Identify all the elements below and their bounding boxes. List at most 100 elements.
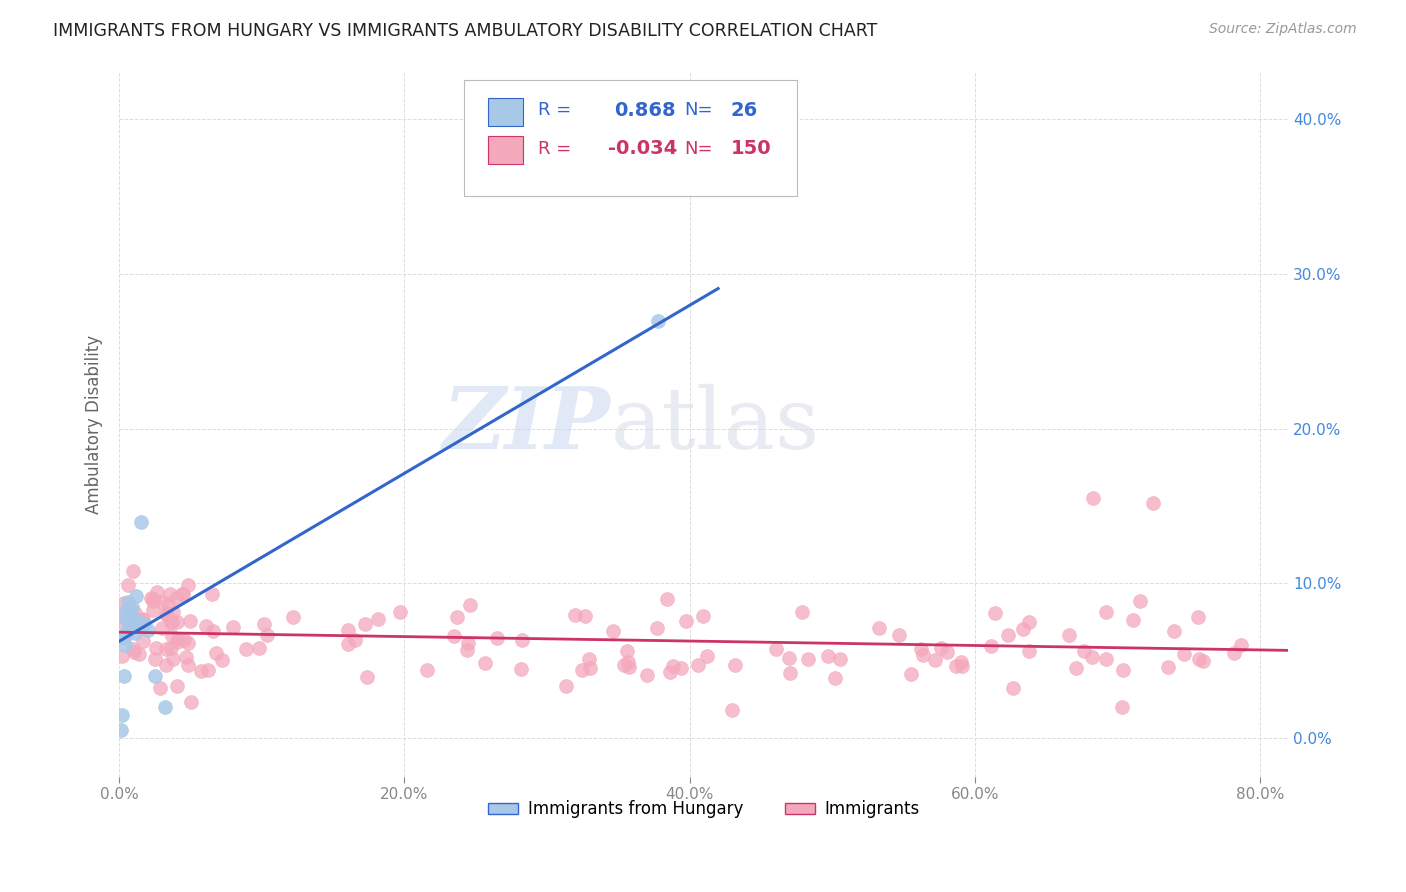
Point — [160, 629, 183, 643]
Point — [389, 605, 412, 619]
Point — [1081, 649, 1104, 664]
Point — [235, 641, 257, 656]
Point — [115, 626, 138, 640]
Point — [222, 620, 245, 634]
Point — [111, 708, 134, 723]
Point — [172, 587, 194, 601]
Point — [149, 681, 172, 695]
Point — [197, 663, 219, 677]
Point — [1018, 644, 1040, 658]
Point — [132, 612, 155, 626]
Text: atlas: atlas — [610, 384, 820, 467]
Text: ZIP: ZIP — [443, 384, 610, 467]
Point — [117, 595, 139, 609]
Point — [155, 658, 177, 673]
Point — [111, 649, 134, 664]
Point — [150, 595, 173, 609]
Point — [177, 658, 200, 673]
Point — [817, 648, 839, 663]
Point — [127, 615, 149, 629]
Text: 26: 26 — [731, 101, 758, 120]
Point — [122, 565, 145, 579]
Point — [110, 723, 132, 738]
Point — [828, 651, 851, 665]
Point — [950, 659, 973, 673]
Point — [945, 659, 967, 673]
Point — [162, 605, 184, 619]
Point — [1142, 496, 1164, 510]
Point — [997, 628, 1019, 642]
Point — [645, 621, 668, 635]
Point — [115, 604, 138, 618]
Text: R =: R = — [538, 140, 571, 158]
Point — [910, 641, 932, 656]
Point — [1018, 615, 1040, 629]
Point — [1111, 699, 1133, 714]
Point — [578, 652, 600, 666]
Point — [153, 700, 176, 714]
Point — [122, 618, 145, 632]
Point — [1012, 622, 1035, 636]
Point — [173, 633, 195, 648]
Point — [122, 645, 145, 659]
Point — [112, 669, 135, 683]
Point — [160, 615, 183, 630]
Point — [143, 669, 166, 683]
Y-axis label: Ambulatory Disability: Ambulatory Disability — [86, 335, 103, 515]
Point — [1073, 644, 1095, 658]
Point — [155, 642, 177, 657]
Point — [150, 621, 173, 635]
FancyBboxPatch shape — [464, 80, 797, 196]
Bar — [488, 136, 523, 164]
Text: R =: R = — [538, 102, 571, 120]
Point — [121, 610, 143, 624]
Point — [1064, 661, 1087, 675]
Point — [121, 599, 143, 614]
Point — [190, 664, 212, 678]
Bar — [488, 97, 523, 126]
Point — [779, 666, 801, 681]
Point — [125, 614, 148, 628]
Point — [120, 603, 142, 617]
Point — [124, 626, 146, 640]
Point — [111, 615, 134, 630]
Point — [125, 589, 148, 603]
Point — [655, 591, 678, 606]
Point — [117, 609, 139, 624]
Point — [571, 663, 593, 677]
Point — [156, 597, 179, 611]
Point — [354, 617, 377, 632]
Point — [118, 623, 141, 637]
Point — [256, 628, 278, 642]
Point — [112, 631, 135, 645]
Point — [117, 615, 139, 629]
Point — [247, 641, 270, 656]
Point — [579, 661, 602, 675]
Point — [155, 608, 177, 623]
Point — [253, 616, 276, 631]
Point — [179, 614, 201, 628]
Point — [121, 641, 143, 656]
Point — [356, 670, 378, 684]
Point — [510, 632, 533, 647]
Point — [647, 313, 669, 327]
Point — [1192, 654, 1215, 668]
Text: IMMIGRANTS FROM HUNGARY VS IMMIGRANTS AMBULATORY DISABILITY CORRELATION CHART: IMMIGRANTS FROM HUNGARY VS IMMIGRANTS AM… — [53, 22, 877, 40]
Point — [155, 607, 177, 622]
Point — [118, 607, 141, 622]
Point — [574, 609, 596, 624]
Point — [675, 614, 697, 628]
Point — [1229, 638, 1251, 652]
Point — [131, 613, 153, 627]
Point — [159, 587, 181, 601]
Point — [142, 594, 165, 608]
Point — [1163, 624, 1185, 639]
Point — [177, 636, 200, 650]
Point — [1157, 659, 1180, 673]
Point — [983, 606, 1005, 620]
Point — [120, 620, 142, 634]
Point — [616, 655, 638, 669]
Text: N=: N= — [683, 140, 713, 158]
Point — [485, 631, 508, 645]
Point — [1187, 609, 1209, 624]
